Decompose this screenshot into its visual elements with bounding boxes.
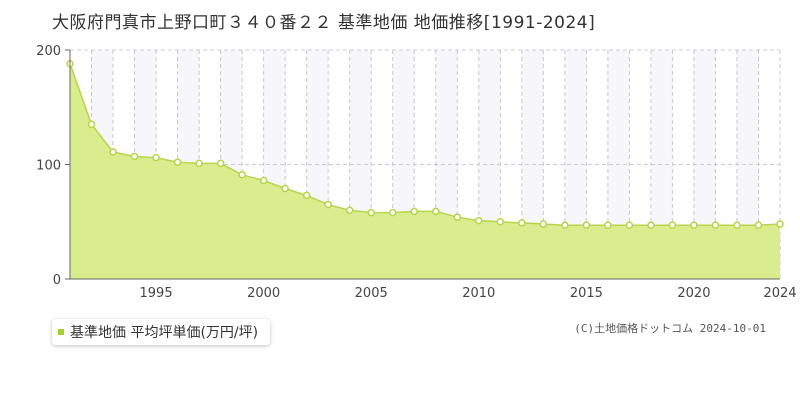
data-point: [281, 184, 289, 193]
chart-title: 大阪府門真市上野口町３４０番２２ 基準地価 地価推移[1991-2024]: [52, 13, 596, 33]
y-axis: 0 100 200: [36, 44, 71, 288]
data-point: [152, 153, 160, 162]
data-point: [195, 159, 203, 168]
data-point: [238, 171, 246, 179]
data-point: [668, 221, 677, 229]
x-axis: 1995 2000 2005 2010 2015 2020 2024: [70, 278, 797, 301]
data-point: [432, 207, 440, 216]
data-point: [776, 220, 784, 228]
data-point: [453, 213, 462, 221]
data-point: [173, 158, 182, 166]
credit-text: (C)土地価格ドットコム 2024-10-01: [574, 322, 766, 335]
data-point: [388, 208, 397, 217]
data-point: [604, 221, 612, 229]
data-point: [733, 221, 741, 229]
data-point: [302, 191, 311, 200]
data-point: [647, 221, 655, 229]
data-point: [496, 218, 505, 226]
x-tick-label: 2000: [247, 286, 280, 301]
x-tick-label: 2010: [462, 286, 495, 301]
data-point: [367, 208, 375, 217]
plot-band: [736, 50, 759, 279]
data-point: [690, 221, 698, 229]
data-point: [475, 216, 483, 225]
data-point: [259, 176, 268, 185]
data-point: [754, 221, 763, 229]
y-tick-label: 200: [36, 44, 61, 59]
data-point: [582, 221, 591, 229]
x-tick-label: 1995: [140, 286, 173, 301]
data-point: [518, 219, 526, 227]
data-point: [216, 159, 225, 168]
data-point: [539, 220, 548, 228]
data-point: [87, 120, 96, 129]
x-tick-label: 2005: [355, 286, 388, 301]
data-point: [561, 221, 569, 229]
y-tick-label: 0: [53, 273, 61, 288]
series-points: [66, 59, 784, 229]
plot-band: [693, 50, 716, 279]
series-area: [70, 63, 780, 280]
x-tick-label: 2024: [763, 286, 796, 301]
data-point: [711, 221, 720, 229]
data-point: [410, 207, 418, 216]
y-tick-label: 100: [36, 159, 61, 174]
x-tick-label: 2020: [677, 286, 710, 301]
horizontal-gridlines: [70, 49, 780, 165]
legend: 基準地価 平均坪単価(万円/坪): [52, 319, 271, 345]
series-line: [69, 63, 781, 226]
data-point: [625, 221, 634, 229]
legend-label: 基準地価 平均坪単価(万円/坪): [70, 325, 259, 341]
data-point: [130, 152, 139, 161]
data-point: [324, 200, 332, 209]
legend-marker: [58, 329, 64, 335]
data-point: [345, 206, 354, 215]
x-tick-label: 2015: [570, 286, 603, 301]
data-point: [109, 148, 117, 156]
